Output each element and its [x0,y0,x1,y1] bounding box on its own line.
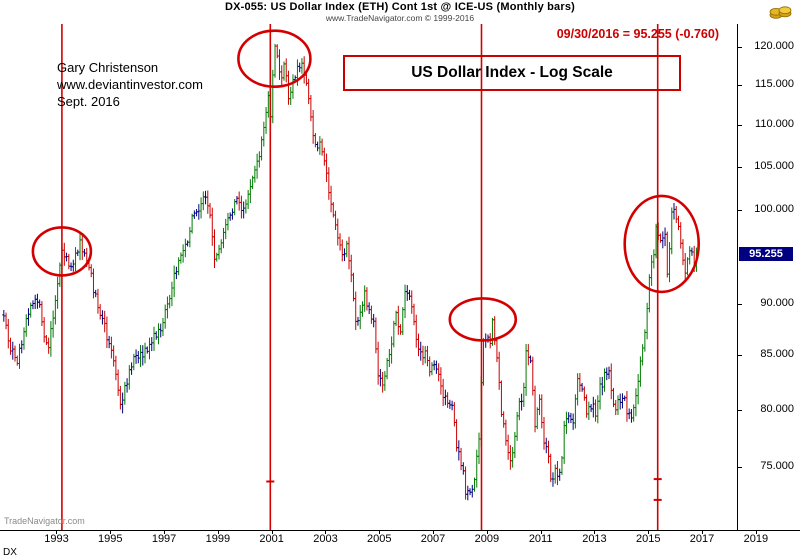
y-axis-label: 105.000 [754,159,794,172]
symbol-label: DX [3,547,17,558]
x-axis-label: 2005 [367,533,392,545]
x-axis-tick [325,531,327,534]
x-axis-label: 2015 [635,533,661,545]
y-axis-label: 90.000 [760,297,794,310]
x-axis-label: 2009 [474,533,500,545]
x-axis-tick [217,531,219,534]
price-chart-area[interactable]: Gary Christenson www.deviantinvestor.com… [0,24,738,531]
x-axis-label: 1999 [205,533,231,545]
x-axis-tick [648,531,650,534]
y-axis-label: 85.000 [760,348,794,361]
x-axis-label: 2017 [689,533,715,545]
x-axis-label: 2011 [528,533,553,545]
y-axis-label: 110.000 [755,118,794,131]
ohlc-chart-canvas[interactable] [0,24,737,530]
x-axis-tick [702,531,704,534]
x-axis-tick [433,531,435,534]
x-axis-tick [755,531,757,534]
x-axis-tick [56,531,58,534]
y-axis-tick [738,47,742,49]
y-axis-label: 100.000 [754,203,794,216]
watermark-text: TradeNavigator.com [4,516,85,526]
y-axis-tick [738,409,742,411]
y-axis-tick [738,467,742,469]
tradenavigator-gold-logo-icon [769,6,792,19]
x-axis-label: 1993 [44,533,69,545]
chart-header: DX-055: US Dollar Index (ETH) Cont 1st @… [0,0,800,25]
status-bar: DX [0,546,800,560]
y-axis-label: 120.000 [754,40,794,53]
author-note: Gary Christenson www.deviantinvestor.com… [57,60,203,111]
x-axis-label: 2013 [582,533,607,545]
time-axis[interactable]: 1993 1995 1997 1999 2001 2003 2005 2007 2009 2011… [0,531,800,546]
x-axis-tick [486,531,488,534]
y-axis-tick [738,304,742,306]
last-quote-annotation: 09/30/2016 = 95.255 (-0.760) [556,27,719,41]
chart-title-box: US Dollar Index - Log Scale [343,55,681,91]
x-axis-label: 2019 [743,533,769,545]
y-axis-label: 80.000 [760,402,794,415]
x-axis-tick [164,531,166,534]
x-axis-tick [540,531,542,534]
tradenavigator-credit: www.TradeNavigator.com © 1999-2016 [325,13,475,23]
y-axis-label: 75.000 [760,460,794,473]
author-site: www.deviantinvestor.com [57,76,203,92]
author-name: Gary Christenson [57,60,159,75]
y-axis-tick [738,85,742,87]
y-axis-tick [738,210,742,212]
price-axis[interactable]: 120.000 115.000 110.000 105.000 100.000 90.00… [738,24,800,531]
x-axis-tick [271,531,273,534]
x-axis-label: 1995 [98,533,123,545]
x-axis-tick [594,531,596,534]
x-axis-label: 2003 [313,533,338,545]
x-axis-label: 2007 [420,533,446,545]
x-axis-tick [379,531,381,534]
x-axis-tick [110,531,112,534]
x-axis-label: 1997 [151,533,177,545]
y-axis-tick [738,355,742,357]
x-axis-label: 2001 [259,533,284,545]
chart-title-text: US Dollar Index - Log Scale [411,64,613,81]
author-date: Sept. 2016 [57,93,120,109]
y-axis-label: 115.000 [755,78,794,91]
chart-symbol-title: DX-055: US Dollar Index (ETH) Cont 1st @… [224,1,576,13]
y-axis-tick [738,125,742,127]
last-price-badge: 95.255 [739,246,793,261]
y-axis-tick [738,166,742,168]
